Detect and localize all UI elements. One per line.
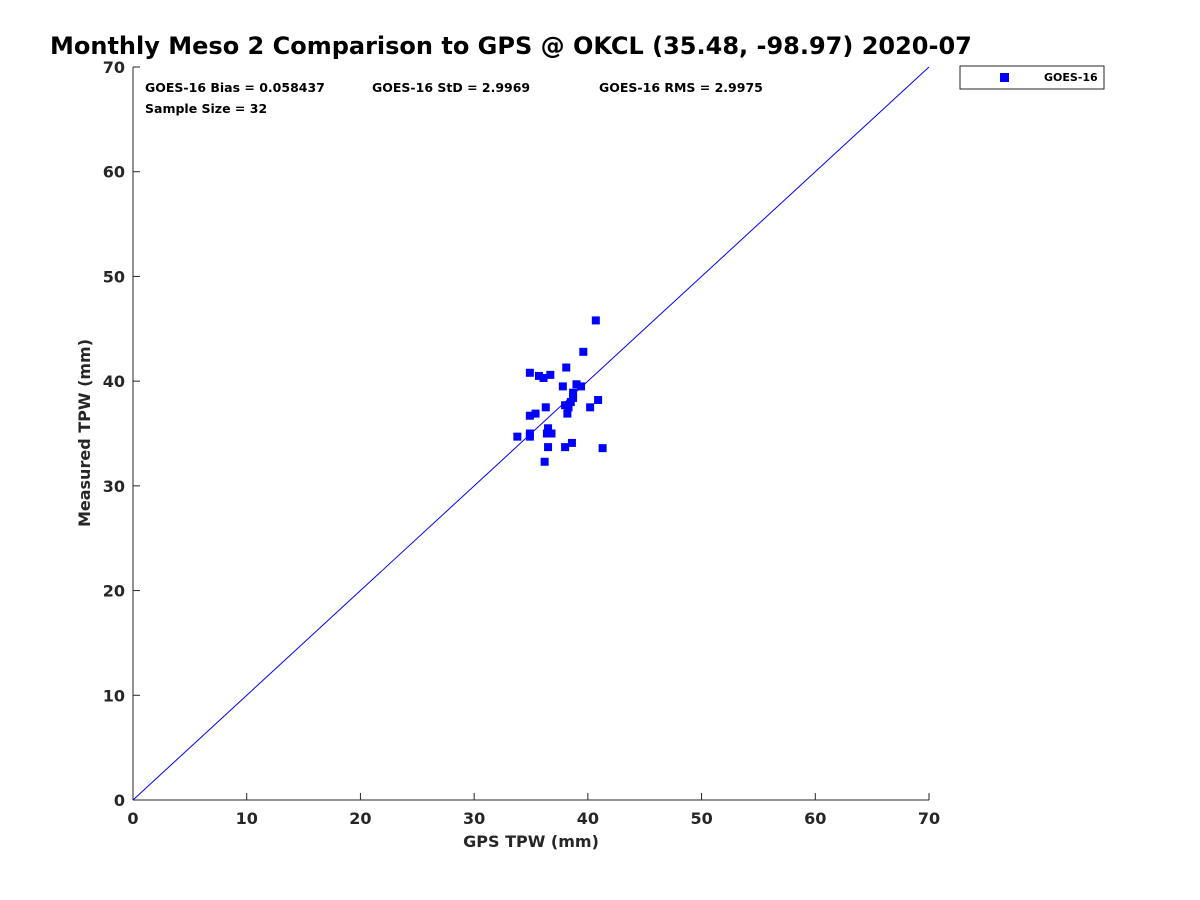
data-point <box>546 370 555 379</box>
data-point <box>577 382 586 391</box>
legend-marker-square <box>1000 73 1009 82</box>
y-tick-label: 0 <box>114 791 125 810</box>
data-point <box>547 429 556 438</box>
data-point <box>525 432 534 441</box>
data-point <box>598 444 607 453</box>
data-point <box>525 411 534 420</box>
data-point <box>569 393 578 402</box>
x-tick-label: 20 <box>349 809 371 828</box>
data-points <box>513 316 607 466</box>
data-point <box>572 380 581 389</box>
legend-box <box>959 65 1105 90</box>
data-point <box>561 443 570 452</box>
data-point <box>525 368 534 377</box>
data-point <box>513 432 522 441</box>
data-point <box>564 403 573 412</box>
data-point <box>541 403 550 412</box>
data-point <box>544 424 553 433</box>
x-tick-label: 40 <box>577 809 599 828</box>
data-point <box>563 409 572 418</box>
bias-stat: GOES-16 Bias = 0.058437 <box>145 80 325 95</box>
data-point <box>540 457 549 466</box>
x-tick-label: 50 <box>690 809 712 828</box>
y-tick-label: 20 <box>103 582 125 601</box>
data-point <box>539 374 548 383</box>
data-point <box>534 371 543 380</box>
rms-stat: GOES-16 RMS = 2.9975 <box>599 80 763 95</box>
x-tick-label: 0 <box>127 809 138 828</box>
x-axis-label: GPS TPW (mm) <box>463 832 599 851</box>
data-point <box>566 398 575 407</box>
data-point <box>567 438 576 447</box>
data-point <box>569 388 578 397</box>
y-tick-label: 70 <box>103 58 125 77</box>
chart-title: Monthly Meso 2 Comparison to GPS @ OKCL … <box>50 32 972 60</box>
data-point <box>562 363 571 372</box>
std-stat: GOES-16 StD = 2.9969 <box>372 80 530 95</box>
data-point <box>586 403 595 412</box>
data-point <box>591 316 600 325</box>
legend: GOES-16 <box>959 65 1105 90</box>
plot-area: 0 10 20 30 40 50 60 70 0 10 20 30 40 50 60 70 <box>103 58 940 828</box>
data-point <box>558 382 567 391</box>
y-tick-label: 10 <box>103 686 125 705</box>
y-tick-label: 30 <box>103 477 125 496</box>
data-point <box>531 409 540 418</box>
y-tick-label: 50 <box>103 267 125 286</box>
y-axis-ticks: 0 10 20 30 40 50 60 70 <box>103 58 140 810</box>
y-tick-label: 40 <box>103 372 125 391</box>
x-tick-label: 30 <box>463 809 485 828</box>
x-tick-label: 60 <box>804 809 826 828</box>
data-point <box>594 395 603 404</box>
x-axis-ticks: 0 10 20 30 40 50 60 70 <box>127 793 940 828</box>
legend-label: GOES-16 <box>1044 71 1098 84</box>
y-tick-label: 60 <box>103 163 125 182</box>
y-axis-label: Measured TPW (mm) <box>75 339 94 527</box>
sample-size-stat: Sample Size = 32 <box>145 101 267 116</box>
x-tick-label: 70 <box>918 809 940 828</box>
data-point <box>544 443 553 452</box>
data-point <box>579 347 588 356</box>
x-tick-label: 10 <box>236 809 258 828</box>
data-point <box>542 429 551 438</box>
